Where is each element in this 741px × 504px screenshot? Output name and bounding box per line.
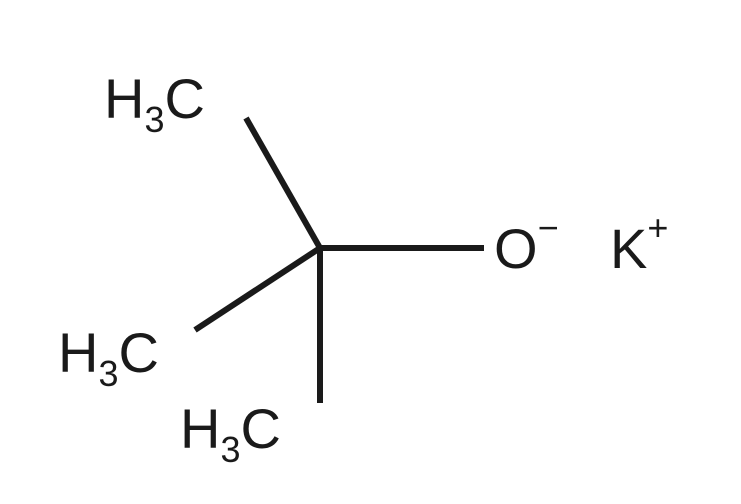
potassium-K: K bbox=[610, 217, 647, 280]
ch3-bottom-sub: 3 bbox=[220, 429, 240, 470]
ch3-left-label: H3C bbox=[58, 321, 159, 394]
structure-svg: H3C H3C H3C O− K+ bbox=[0, 0, 741, 504]
oxygen-O: O bbox=[494, 217, 538, 280]
bond-ch3-top bbox=[246, 118, 320, 248]
ch3-top-label: H3C bbox=[104, 67, 205, 140]
ch3-bottom-C: C bbox=[240, 397, 280, 460]
ch3-top-H: H bbox=[104, 67, 144, 130]
ch3-top-C: C bbox=[164, 67, 204, 130]
ch3-bottom-label: H3C bbox=[180, 397, 281, 470]
atom-labels: H3C H3C H3C O− K+ bbox=[58, 67, 668, 470]
ch3-left-sub: 3 bbox=[98, 353, 118, 394]
bonds-group bbox=[195, 118, 484, 403]
oxygen-charge: − bbox=[538, 207, 559, 248]
ch3-top-sub: 3 bbox=[144, 99, 164, 140]
potassium-charge: + bbox=[647, 207, 668, 248]
ch3-left-H: H bbox=[58, 321, 98, 384]
potassium-label: K+ bbox=[610, 207, 668, 280]
ch3-left-C: C bbox=[118, 321, 158, 384]
bond-ch3-left bbox=[195, 248, 320, 330]
ch3-bottom-H: H bbox=[180, 397, 220, 460]
oxygen-label: O− bbox=[494, 207, 559, 280]
